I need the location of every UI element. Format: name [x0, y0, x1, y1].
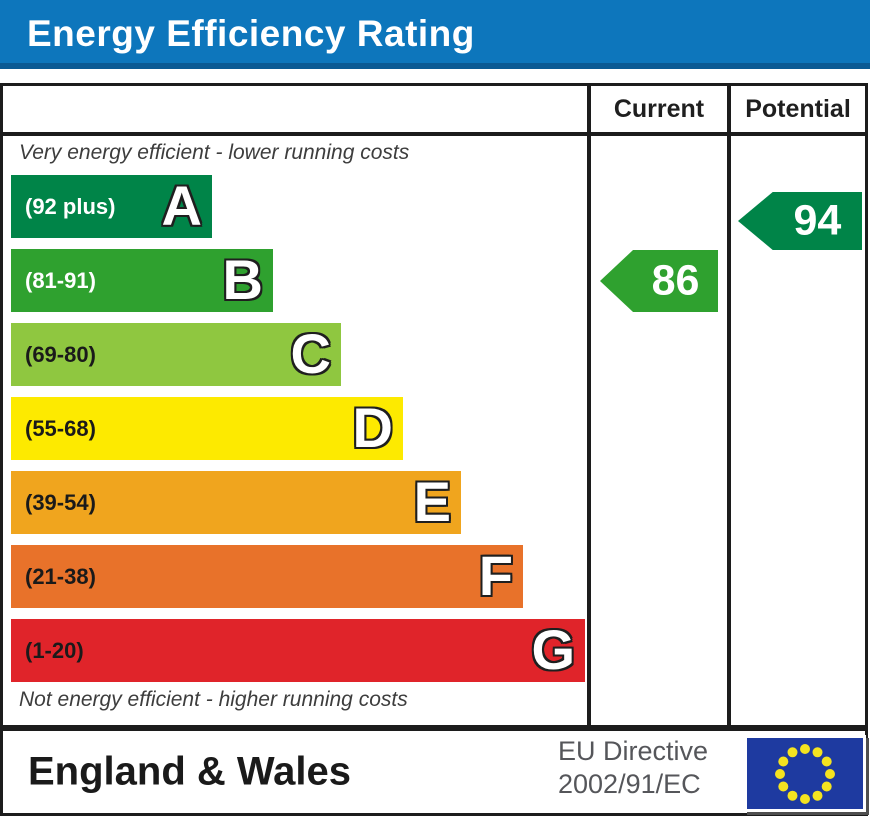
- band-f-bar: (21-38) F: [11, 545, 523, 608]
- band-d-bar: (55-68) D: [11, 397, 403, 460]
- eu-directive-line2: 2002/91/EC: [558, 769, 701, 799]
- title-bar: Energy Efficiency Rating: [0, 0, 870, 69]
- column-header-current: Current: [613, 95, 705, 123]
- band-e-letter: E: [413, 469, 451, 533]
- region-label: England & Wales: [28, 749, 352, 794]
- eu-directive-label: EU Directive 2002/91/EC: [558, 735, 708, 801]
- band-g-letter: G: [531, 617, 575, 681]
- rating-table: Current Potential Very energy efficient …: [0, 83, 868, 728]
- band-a-bar: (92 plus) A: [11, 175, 212, 238]
- eu-flag-icon: [744, 735, 866, 812]
- column-divider-potential: [727, 86, 731, 725]
- band-e-bar: (39-54) E: [11, 471, 461, 534]
- potential-rating-arrow: 94: [738, 192, 862, 250]
- band-b-bar: (81-91) B: [11, 249, 273, 312]
- band-c-bar: (69-80) C: [11, 323, 341, 386]
- page-title: Energy Efficiency Rating: [27, 13, 475, 54]
- band-b-range: (81-91): [25, 267, 96, 293]
- band-a-range: (92 plus): [25, 193, 116, 219]
- potential-rating-value: 94: [793, 196, 842, 245]
- band-a-letter: A: [161, 173, 202, 237]
- top-note: Very energy efficient - lower running co…: [19, 141, 410, 164]
- header-divider: [3, 132, 865, 136]
- band-f-range: (21-38): [25, 563, 96, 589]
- eu-directive-line1: EU Directive: [558, 736, 709, 766]
- band-e-range: (39-54): [25, 489, 96, 515]
- band-c-range: (69-80): [25, 341, 96, 367]
- band-c-letter: C: [290, 321, 331, 385]
- band-g-range: (1-20): [25, 637, 84, 663]
- bottom-note: Not energy efficient - higher running co…: [19, 688, 408, 711]
- band-d-letter: D: [352, 395, 393, 459]
- current-rating-arrow: 86: [600, 250, 718, 312]
- column-divider-current: [587, 86, 591, 725]
- band-d-range: (55-68): [25, 415, 96, 441]
- footer: England & Wales EU Directive 2002/91/EC: [0, 728, 868, 816]
- band-f-letter: F: [478, 543, 513, 607]
- band-b-letter: B: [222, 247, 263, 311]
- current-rating-value: 86: [651, 256, 700, 305]
- column-header-potential: Potential: [745, 95, 851, 123]
- band-g-bar: (1-20) G: [11, 619, 585, 682]
